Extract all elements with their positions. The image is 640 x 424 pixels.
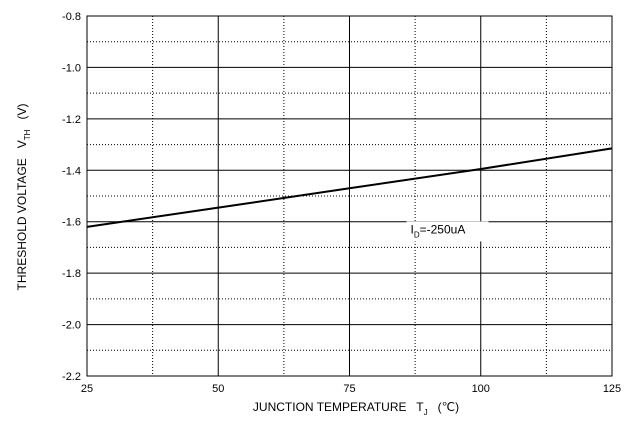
series-layer — [86, 147, 613, 228]
annotation-rest: =-250uA — [420, 222, 466, 236]
series-line — [86, 147, 613, 228]
x-axis-title: JUNCTION TEMPERATURE TJ (℃) — [253, 400, 459, 417]
y-tick-label: -1.0 — [62, 62, 81, 74]
annotation-current-label: ID=-250uA — [411, 222, 466, 239]
x-tick-label: 75 — [343, 383, 355, 395]
x-axis-title-main: JUNCTION TEMPERATURE T — [253, 400, 424, 414]
y-tick-label: -1.6 — [62, 217, 81, 229]
y-tick-label: -1.8 — [62, 268, 81, 280]
x-tick-label: 50 — [212, 383, 224, 395]
x-tick-label: 25 — [81, 383, 93, 395]
x-tick-labels: 25 50 75 100 125 — [81, 383, 621, 395]
x-axis-title-subscript: J — [424, 408, 428, 417]
y-tick-label: -2.0 — [62, 320, 81, 332]
y-tick-label: -1.2 — [62, 114, 81, 126]
y-tick-labels: -2.2 -2.0 -1.8 -1.6 -1.4 -1.2 -1.0 -0.8 — [62, 11, 81, 383]
plot-frame — [86, 15, 613, 377]
y-axis-title: THRESHOLD VOLTAGE VTH (V) — [15, 104, 32, 291]
y-tick-label: -2.2 — [62, 371, 81, 383]
grid-layer — [86, 15, 613, 377]
x-tick-label: 100 — [472, 383, 490, 395]
annotation-group: ID=-250uA — [406, 221, 489, 242]
annotation-main: I — [411, 222, 414, 236]
y-tick-label: -0.8 — [62, 11, 81, 23]
y-axis-title-unit: (V) — [15, 104, 29, 120]
annotation-background — [406, 221, 489, 242]
y-axis-title-subscript: TH — [23, 129, 32, 140]
x-tick-label: 125 — [603, 383, 621, 395]
annotation-subscript: D — [414, 230, 420, 239]
x-axis-title-unit: (℃) — [438, 400, 459, 414]
y-axis-title-main: THRESHOLD VOLTAGE V — [15, 140, 29, 290]
y-tick-label: -1.4 — [62, 165, 81, 177]
